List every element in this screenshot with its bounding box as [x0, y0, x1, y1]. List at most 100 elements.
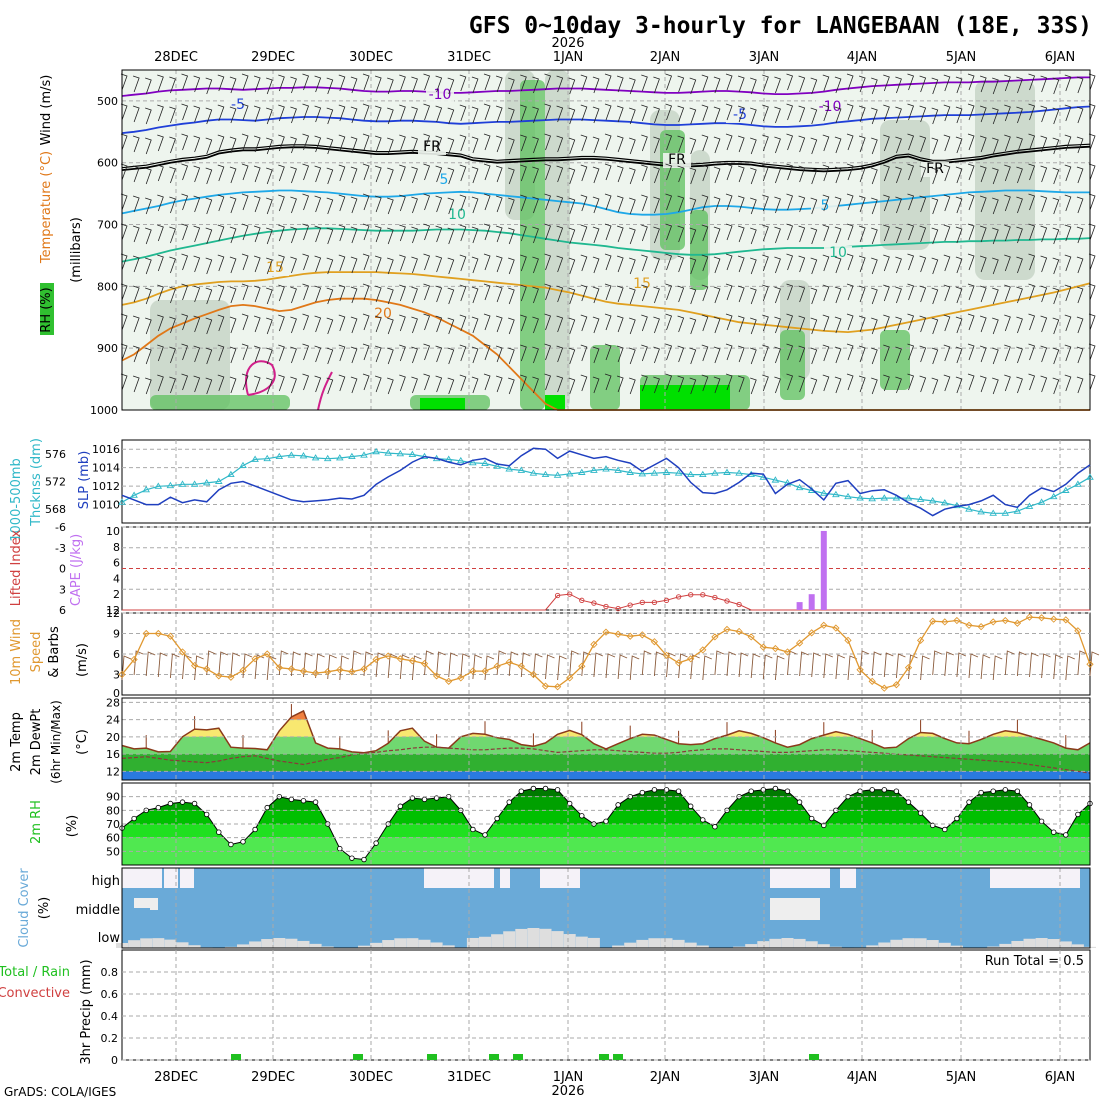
- wind-barb: [157, 104, 164, 122]
- wind10-barb: [871, 651, 882, 677]
- cloud-low-bar: [1023, 938, 1036, 948]
- wind10-barb: [1016, 651, 1027, 677]
- wind-barb: [193, 375, 201, 393]
- wind-barb: [798, 165, 806, 183]
- wind-barb: [713, 136, 721, 154]
- contour-label: FR: [668, 152, 686, 168]
- wind-barb: [1088, 313, 1096, 331]
- wind-barb: [895, 166, 902, 184]
- cloud-low-bar: [672, 939, 685, 948]
- wind-barb: [193, 345, 201, 363]
- wind10-barb: [811, 652, 821, 678]
- wind-barb: [1004, 104, 1011, 122]
- thickness-point: [711, 469, 719, 476]
- wind-barb: [592, 196, 600, 214]
- wind-barb: [641, 194, 648, 212]
- wind-barb: [798, 105, 806, 123]
- wind-barb: [653, 226, 660, 244]
- wind10-label-d: (m/s): [75, 643, 90, 677]
- wind-barb: [532, 256, 539, 274]
- wind10-barb: [738, 652, 749, 678]
- contour-label-bg: [663, 153, 691, 168]
- wind-barb: [241, 253, 249, 271]
- wind-barb: [919, 75, 927, 93]
- wind-barb: [616, 225, 624, 243]
- wind-barb: [701, 104, 709, 122]
- wind10-point: [699, 646, 707, 654]
- wind10-point: [469, 667, 477, 675]
- wind-barb: [471, 166, 479, 184]
- wind-barb: [181, 373, 189, 391]
- wind-barb: [314, 225, 322, 243]
- wind-barb: [253, 135, 261, 153]
- wind-barb: [302, 313, 310, 331]
- wind-barb: [508, 137, 515, 155]
- wind-barb: [1040, 315, 1048, 333]
- wind-barb: [1016, 376, 1023, 394]
- wind-barb: [350, 346, 358, 364]
- wind-barb: [810, 257, 818, 275]
- temp2m-label-a: 2m Temp: [9, 712, 24, 772]
- wind-barb: [895, 346, 902, 364]
- wind10-barb: [218, 651, 228, 677]
- wind-barb: [810, 167, 818, 185]
- y-tick-wind: 0: [113, 687, 120, 700]
- wind-barb: [943, 314, 951, 332]
- cloud-high-gap: [540, 868, 580, 888]
- wind-barb: [399, 224, 406, 242]
- wind-barb: [604, 223, 612, 241]
- thickness-point: [299, 452, 308, 459]
- wind-barb: [871, 197, 878, 215]
- rh2m-point: [203, 811, 210, 818]
- wind-barb: [871, 347, 878, 365]
- wind-barb: [423, 103, 431, 121]
- precip-label-a: Total / Rain: [0, 965, 70, 980]
- wind-barb: [1076, 346, 1084, 364]
- wind-barb: [338, 104, 346, 122]
- wind-barb: [266, 197, 273, 215]
- wind-barb: [846, 373, 854, 391]
- wind-barb: [1004, 194, 1011, 212]
- wind-barb: [629, 377, 636, 395]
- wind-barb: [858, 345, 866, 363]
- wind-barb: [374, 105, 382, 123]
- thickness-point: [892, 494, 901, 501]
- wind-barb: [1040, 105, 1048, 123]
- wind10-point: [892, 681, 901, 689]
- wind-barb: [992, 77, 999, 95]
- wind-barb: [931, 137, 939, 155]
- wind-barb: [145, 227, 152, 245]
- wind10-point: [275, 664, 283, 672]
- wind-barb: [362, 373, 370, 391]
- wind-barb: [483, 73, 491, 91]
- wind-barb: [326, 167, 334, 185]
- thickness-point: [965, 505, 973, 512]
- wind-barb: [447, 227, 455, 245]
- x-tick-bottom: 6JAN: [1045, 1070, 1076, 1085]
- wind-barb: [193, 285, 201, 303]
- rh2m-point: [784, 788, 791, 794]
- wind10-barb: [194, 655, 204, 681]
- wind-barb: [495, 345, 503, 363]
- wind10-barb: [375, 652, 386, 678]
- wind-barb: [580, 104, 588, 122]
- cloud-high-gap: [180, 868, 194, 888]
- wind-barb: [1076, 166, 1084, 184]
- wind10-barb: [895, 653, 906, 679]
- wind-barb: [532, 376, 539, 394]
- wind-barb: [1040, 285, 1048, 303]
- cloud-high-gap: [990, 868, 1080, 888]
- wind-barb: [641, 104, 648, 122]
- rh2m-point: [917, 810, 924, 816]
- wind-barb: [665, 373, 673, 391]
- rh2m-point: [881, 787, 887, 793]
- wind-barb: [350, 256, 358, 274]
- y-tick-slp: 1014: [92, 462, 120, 475]
- y-tick-rh: 50: [106, 845, 120, 858]
- chart-title: GFS 0~10day 3-hourly for LANGEBAAN (18E,…: [469, 13, 1092, 39]
- wind-barb: [592, 346, 600, 364]
- wind10-barb: [714, 650, 725, 676]
- wind-barb: [713, 316, 721, 334]
- x-tick-bottom: 1JAN: [553, 1070, 584, 1085]
- wind-barb: [834, 196, 842, 214]
